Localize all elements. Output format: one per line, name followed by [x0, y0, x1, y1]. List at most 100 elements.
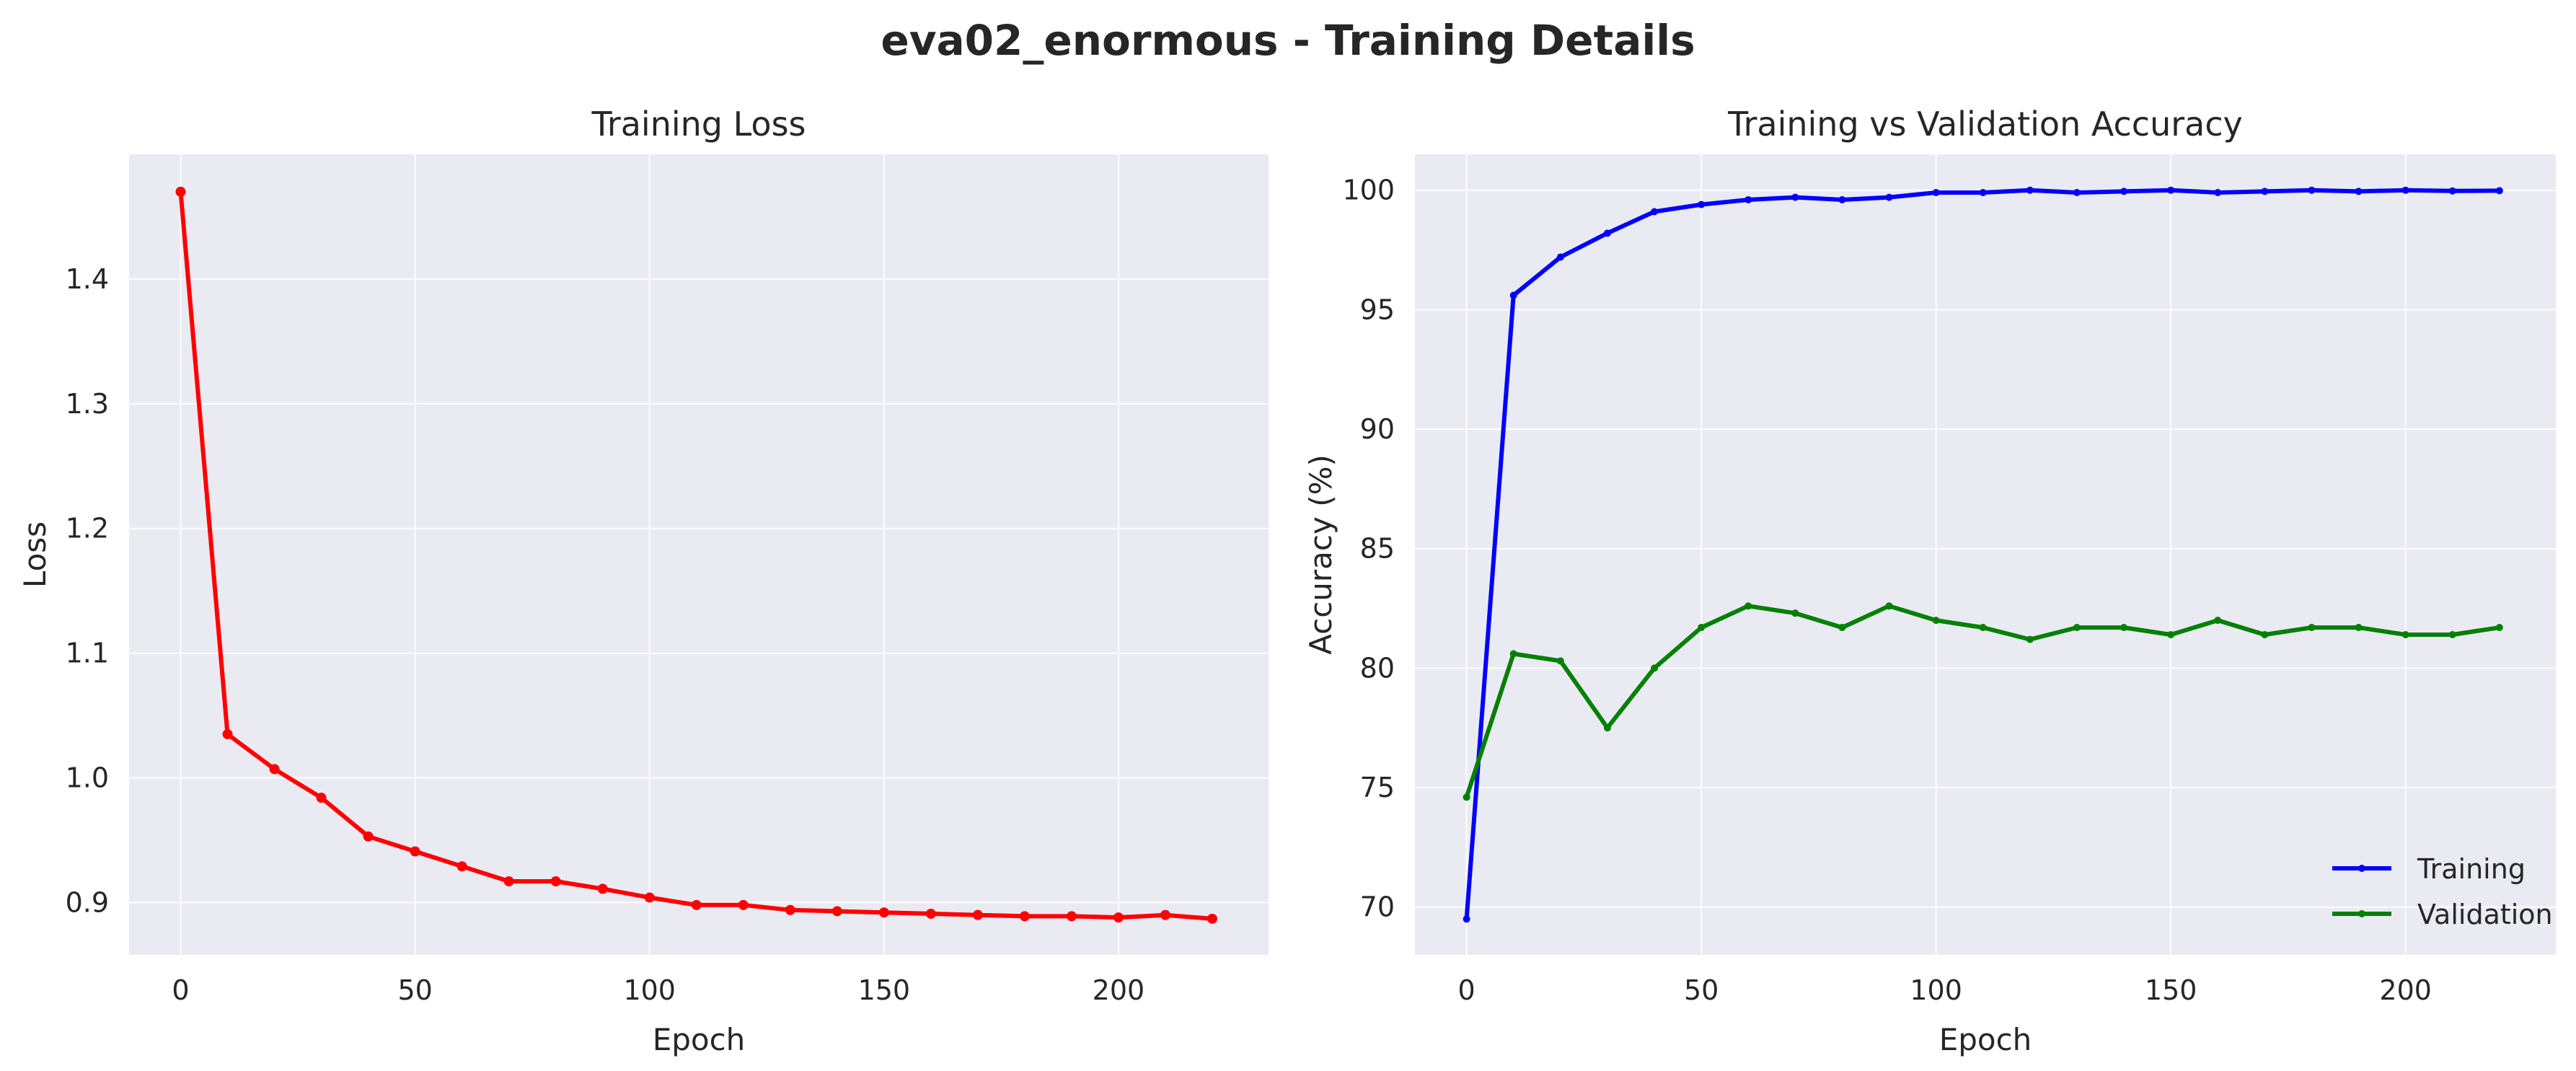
x-axis-label: Epoch — [1939, 1022, 2032, 1057]
legend-marker — [2358, 865, 2365, 872]
data-point — [2495, 624, 2503, 632]
data-point — [1651, 208, 1659, 216]
y-tick-label: 0.9 — [66, 886, 109, 918]
data-point — [2026, 186, 2034, 194]
data-point — [1113, 912, 1124, 923]
data-point — [2308, 186, 2316, 194]
data-point — [175, 186, 186, 197]
data-point — [1744, 602, 1752, 610]
data-point — [2495, 187, 2503, 195]
data-point — [691, 899, 702, 910]
chart-title: Training vs Validation Accuracy — [1727, 105, 2243, 144]
y-tick-label: 95 — [1360, 294, 1395, 325]
data-point — [2120, 624, 2128, 632]
data-point — [2308, 624, 2316, 632]
data-point — [925, 908, 936, 919]
data-point — [1509, 291, 1517, 299]
data-point — [1979, 624, 1987, 632]
data-point — [2355, 624, 2363, 632]
data-point — [1698, 200, 1706, 208]
chart-panel-2: 0 50 100 150 200 70 75 80 85 90 95 100 Training vs V… — [1303, 105, 2556, 1057]
x-tick-label: 50 — [397, 974, 432, 1006]
y-tick-label: 90 — [1360, 413, 1395, 445]
x-tick-label: 200 — [1093, 974, 1145, 1006]
y-tick-label: 100 — [1342, 175, 1395, 206]
data-point — [1791, 193, 1799, 201]
data-point — [1744, 195, 1752, 203]
data-point — [2214, 617, 2222, 625]
data-point — [1556, 657, 1564, 665]
data-point — [644, 892, 655, 903]
data-point — [1932, 617, 1940, 625]
data-point — [1207, 913, 1217, 924]
y-tick-label: 85 — [1360, 533, 1395, 565]
data-point — [2448, 631, 2456, 638]
x-tick-label: 150 — [858, 974, 911, 1006]
data-point — [410, 846, 420, 857]
data-point — [222, 728, 233, 739]
data-point — [2167, 186, 2175, 194]
data-point — [1791, 609, 1799, 617]
data-point — [1838, 624, 1846, 632]
legend-label: Training — [2417, 853, 2526, 885]
plot-area — [1415, 154, 2556, 955]
data-point — [1932, 189, 1940, 197]
data-point — [1556, 253, 1564, 261]
data-point — [1463, 793, 1470, 801]
data-point — [1509, 650, 1517, 658]
data-point — [832, 906, 842, 917]
data-point — [1603, 724, 1611, 732]
figure-title: eva02_enormous - Training Details — [881, 16, 1695, 65]
x-axis-label: Epoch — [653, 1022, 746, 1057]
data-point — [1066, 911, 1077, 922]
data-point — [2355, 188, 2363, 195]
plot-area — [129, 154, 1269, 955]
y-tick-label: 75 — [1360, 772, 1395, 803]
data-point — [1651, 664, 1659, 672]
y-tick-label: 1.3 — [66, 388, 109, 420]
data-point — [503, 876, 514, 886]
data-point — [1885, 602, 1893, 610]
data-point — [785, 904, 795, 915]
y-tick-label: 1.0 — [66, 762, 109, 793]
data-point — [2261, 631, 2269, 638]
x-tick-label: 50 — [1684, 974, 1719, 1006]
data-point — [2401, 186, 2409, 194]
data-point — [2401, 631, 2409, 638]
data-point — [1885, 193, 1893, 201]
data-point — [2448, 187, 2456, 195]
data-point — [1019, 911, 1030, 922]
y-tick-label: 80 — [1360, 652, 1395, 684]
data-point — [597, 883, 608, 894]
y-axis-label: Accuracy (%) — [1303, 454, 1338, 655]
x-tick-label: 0 — [172, 974, 189, 1006]
data-point — [738, 899, 749, 910]
data-point — [1160, 909, 1170, 920]
data-point — [1463, 915, 1470, 923]
data-point — [2026, 635, 2034, 643]
data-point — [2120, 188, 2128, 195]
data-point — [316, 793, 327, 803]
data-point — [2261, 188, 2269, 195]
data-point — [2167, 631, 2175, 638]
legend-label: Validation — [2417, 899, 2553, 930]
data-point — [1838, 195, 1846, 203]
x-tick-label: 0 — [1458, 974, 1476, 1006]
data-point — [1979, 189, 1987, 197]
x-tick-label: 200 — [2379, 974, 2432, 1006]
data-point — [1698, 624, 1706, 632]
data-point — [269, 764, 280, 775]
y-tick-label: 1.1 — [66, 638, 109, 669]
y-tick-label: 1.2 — [66, 513, 109, 545]
y-axis-label: Loss — [17, 521, 53, 588]
data-point — [456, 861, 467, 872]
x-tick-label: 100 — [623, 974, 676, 1006]
x-tick-label: 150 — [2145, 974, 2197, 1006]
data-point — [550, 876, 561, 886]
data-point — [2073, 624, 2081, 632]
chart-title: Training Loss — [591, 105, 806, 144]
data-point — [363, 831, 374, 842]
legend-marker — [2358, 910, 2365, 917]
